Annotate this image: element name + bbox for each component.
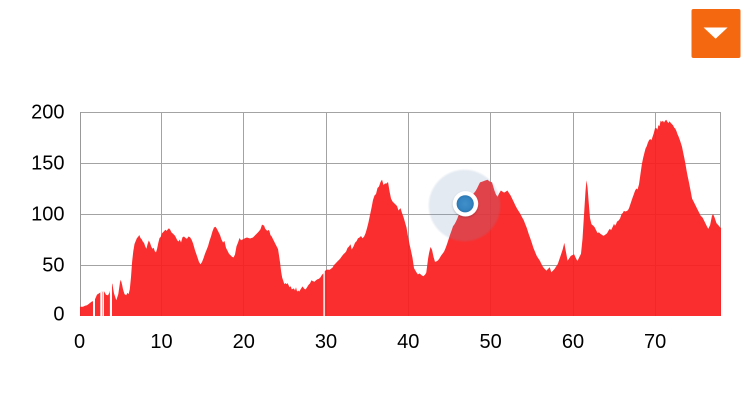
svg-text:30: 30 xyxy=(315,331,337,353)
svg-text:40: 40 xyxy=(397,331,419,353)
svg-text:50: 50 xyxy=(42,255,64,277)
svg-text:0: 0 xyxy=(74,331,85,353)
svg-text:50: 50 xyxy=(479,331,501,353)
svg-text:150: 150 xyxy=(31,153,64,175)
svg-text:60: 60 xyxy=(562,331,584,353)
svg-text:10: 10 xyxy=(150,331,172,353)
svg-text:100: 100 xyxy=(31,204,64,226)
svg-text:0: 0 xyxy=(53,304,64,326)
svg-text:20: 20 xyxy=(233,331,255,353)
svg-text:70: 70 xyxy=(644,331,666,353)
svg-text:200: 200 xyxy=(31,102,64,124)
